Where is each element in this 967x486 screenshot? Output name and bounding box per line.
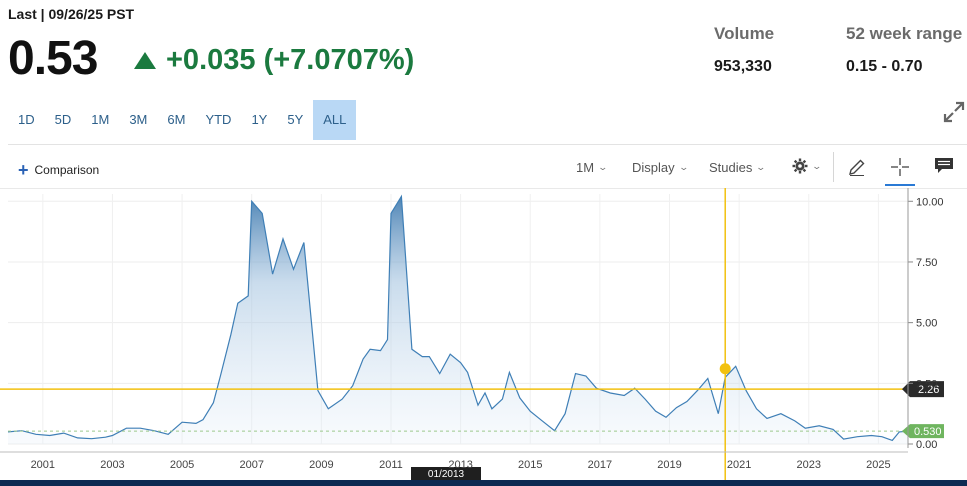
x-tick-label: 2007 <box>239 459 263 471</box>
x-tick-label: 2023 <box>797 459 821 471</box>
y-tick-label: 2.50 <box>916 378 937 390</box>
price-change: +0.035 (+7.0707%) <box>134 42 414 78</box>
price-area-fill <box>8 196 908 444</box>
last-update-label: Last | 09/26/25 PST <box>8 6 135 22</box>
x-tick-label: 2019 <box>657 459 681 471</box>
comment-icon[interactable] <box>934 157 954 175</box>
crosshair-icon[interactable] <box>890 157 910 177</box>
last-price: 0.53 <box>8 32 98 85</box>
toolbar-separator <box>833 152 834 182</box>
x-tick-label: 2017 <box>588 459 612 471</box>
chart-bottom-bar <box>0 480 967 486</box>
crosshair-x-tag-label: 01/2013 <box>428 469 465 480</box>
crosshair-y-tag-label: 2.26 <box>918 384 939 396</box>
price-line <box>7 194 909 442</box>
comparison-label: Comparison <box>34 163 100 177</box>
x-tick-label: 2011 <box>379 459 403 471</box>
range-3m[interactable]: 3M <box>129 112 148 127</box>
chevron-down-icon: ⌄ <box>755 162 767 172</box>
y-tick-label: 0.00 <box>916 439 937 451</box>
x-tick-label: 2015 <box>518 459 542 471</box>
crosshair-active-indicator <box>885 184 915 186</box>
y-tick-label: 5.00 <box>916 318 937 330</box>
plus-icon: + <box>18 160 29 180</box>
volume-label: Volume <box>714 24 775 43</box>
range-6m[interactable]: 6M <box>167 112 186 127</box>
interval-label: 1M <box>576 160 595 175</box>
x-tick-label: 2003 <box>100 459 124 471</box>
crosshair-x-tag <box>411 467 481 480</box>
range-stat: 52 week range 0.15 - 0.70 <box>846 24 962 76</box>
x-tick-label: 2009 <box>309 459 333 471</box>
chevron-down-icon: ⌄ <box>678 162 689 172</box>
settings-dropdown[interactable]: ⌄ <box>792 158 823 174</box>
display-dropdown[interactable]: Display ⌄ <box>632 160 689 175</box>
crosshair-point <box>719 363 731 375</box>
x-tick-label: 2013 <box>448 459 472 471</box>
x-tick-label: 2005 <box>170 459 194 471</box>
chevron-down-icon: ⌄ <box>811 160 823 171</box>
y-tick-label: 10.00 <box>916 196 944 208</box>
studies-dropdown[interactable]: Studies ⌄ <box>709 160 767 175</box>
expand-icon[interactable] <box>942 100 966 124</box>
studies-label: Studies <box>709 160 753 175</box>
x-tick-label: 2021 <box>727 459 751 471</box>
chart-top-border <box>0 188 967 189</box>
price-change-value: +0.035 (+7.0707%) <box>166 44 415 76</box>
x-tick-label: 2025 <box>866 459 890 471</box>
crosshair-y-tag <box>902 381 944 398</box>
volume-value: 953,330 <box>714 58 772 75</box>
x-tick-label: 2001 <box>31 459 55 471</box>
range-ytd[interactable]: YTD <box>205 112 232 127</box>
volume-stat: Volume 953,330 <box>714 24 774 76</box>
y-tick-label: 7.50 <box>916 257 937 269</box>
last-price-tag-label: 0.530 <box>914 426 942 438</box>
up-arrow-icon <box>134 51 156 69</box>
comparison-button[interactable]: + Comparison <box>18 160 100 180</box>
range-1y[interactable]: 1Y <box>251 112 268 127</box>
range-5d[interactable]: 5D <box>54 112 72 127</box>
range-value: 0.15 - 0.70 <box>846 58 923 75</box>
range-1m[interactable]: 1M <box>91 112 110 127</box>
range-1d[interactable]: 1D <box>18 112 35 127</box>
range-label: 52 week range <box>846 24 963 43</box>
time-range-selector: 1D 5D 1M 3M 6M YTD 1Y 5Y ALL <box>8 100 357 140</box>
range-all[interactable]: ALL <box>313 100 357 140</box>
display-label: Display <box>632 160 675 175</box>
toolbar-divider <box>8 144 967 145</box>
last-price-tag <box>902 424 944 439</box>
chevron-down-icon: ⌄ <box>597 162 609 172</box>
pencil-icon[interactable] <box>847 157 867 177</box>
range-5y[interactable]: 5Y <box>287 112 304 127</box>
gear-icon <box>792 158 808 174</box>
interval-dropdown[interactable]: 1M ⌄ <box>576 160 609 175</box>
